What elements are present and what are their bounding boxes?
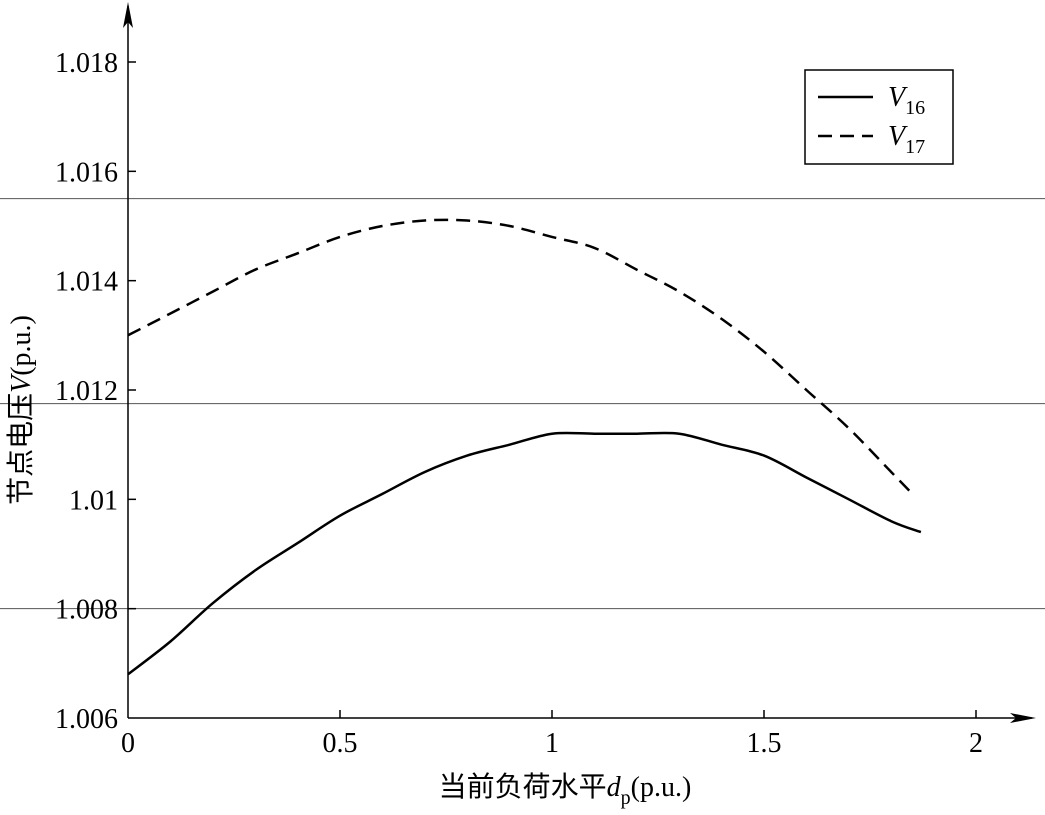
x-axis-title: 当前负荷水平dp(p.u.) (439, 770, 692, 809)
y-tick-label: 1.012 (55, 376, 118, 407)
y-tick-label: 1.01 (69, 485, 118, 516)
y-tick-label: 1.008 (55, 595, 118, 626)
y-axis-unit: (p.u.) (6, 315, 37, 376)
x-tick-label: 0.5 (323, 728, 358, 759)
legend-box (804, 69, 954, 165)
x-axis-arrow (1010, 713, 1036, 723)
legend-label-v16: V16 (888, 82, 925, 119)
axes (123, 2, 1036, 723)
y-tick-label: 1.006 (55, 704, 118, 735)
x-axis-unit: (p.u.) (631, 772, 692, 803)
series-line-v17 (127, 218, 914, 495)
y-axis-arrow (123, 2, 133, 28)
x-axis-var: d (607, 772, 622, 803)
series-line-v16 (127, 431, 922, 676)
y-tick-label: 1.018 (55, 48, 118, 79)
x-axis-sub: p (621, 787, 631, 809)
legend-label-v17: V17 (888, 121, 925, 158)
x-tick-label: 1 (545, 728, 559, 759)
x-tick-label: 0 (121, 728, 135, 759)
y-axis-label: 节点电压 (4, 393, 37, 505)
legend: V16 V17 (804, 69, 954, 165)
x-tick-label: 1.5 (747, 728, 782, 759)
y-tick-label: 1.016 (55, 157, 118, 188)
ticks: 0 0.5 1 1.5 2 1.006 1.008 1.01 1.012 1.014 1.016 1.… (55, 48, 983, 759)
y-tick-label: 1.014 (55, 267, 118, 298)
y-axis-title: 节点电压V(p.u.) (4, 315, 37, 505)
x-tick-label: 2 (969, 728, 983, 759)
x-axis-label: 当前负荷水平 (439, 770, 607, 803)
y-axis-var: V (6, 373, 37, 393)
series (127, 218, 922, 676)
reference-lines (0, 198, 1045, 610)
